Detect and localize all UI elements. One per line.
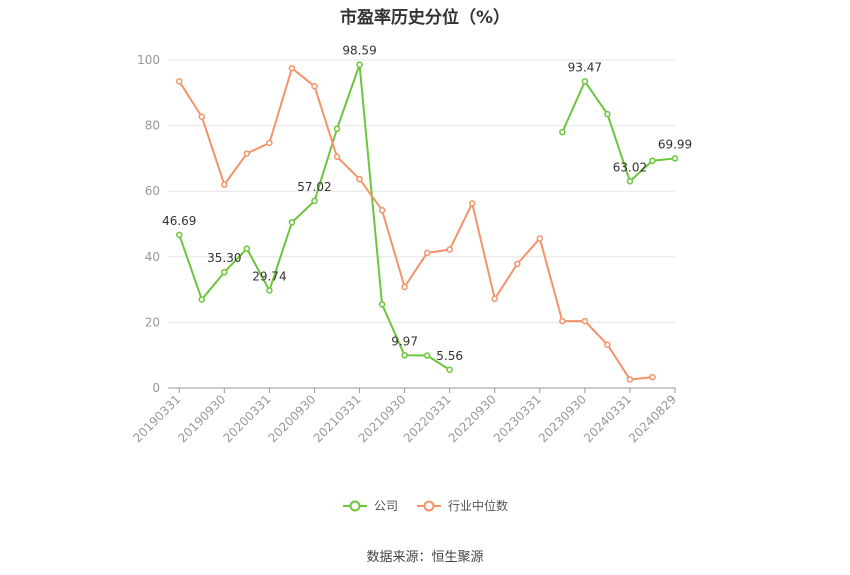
x-tick-label: 20220930 bbox=[446, 392, 499, 445]
data-label: 46.69 bbox=[162, 214, 196, 228]
y-tick-label: 40 bbox=[145, 250, 160, 264]
x-tick-label: 20230331 bbox=[491, 392, 544, 445]
y-tick-label: 80 bbox=[145, 119, 160, 133]
data-point-1 bbox=[604, 341, 611, 348]
data-point-0 bbox=[356, 61, 363, 68]
data-source: 数据来源：恒生聚源 bbox=[366, 550, 484, 565]
legend-marker-industry bbox=[417, 500, 441, 511]
data-point-0 bbox=[604, 110, 611, 118]
data-labels: 46.69 35.30 29.74 57.02 98.59 9.97 5.56 93.47 63… bbox=[162, 44, 692, 363]
data-point-0 bbox=[626, 178, 634, 185]
x-tick-label: 20200331 bbox=[220, 392, 273, 445]
data-point-0 bbox=[221, 268, 228, 276]
legend: 公司 行业中位数 bbox=[0, 497, 850, 514]
data-point-1 bbox=[468, 200, 476, 207]
x-tick-label: 20190930 bbox=[175, 392, 228, 445]
data-point-1 bbox=[198, 113, 206, 120]
series-line-0 bbox=[561, 80, 676, 183]
data-point-0 bbox=[378, 301, 386, 308]
legend-item-industry[interactable]: 行业中位数 bbox=[416, 497, 508, 514]
legend-marker-company bbox=[342, 500, 367, 511]
data-point-1 bbox=[536, 235, 544, 242]
data-label: 69.99 bbox=[658, 137, 692, 151]
data-point-0 bbox=[266, 287, 273, 294]
data-point-1 bbox=[311, 82, 318, 90]
data-point-0 bbox=[559, 128, 566, 136]
data-point-1 bbox=[626, 376, 634, 383]
y-tick-label: 100 bbox=[137, 53, 160, 67]
data-point-0 bbox=[423, 352, 431, 359]
grid-lines bbox=[168, 59, 675, 323]
y-tick-label: 20 bbox=[145, 315, 160, 329]
y-tick-label: 0 bbox=[152, 381, 160, 395]
data-point-1 bbox=[333, 153, 341, 161]
data-point-0 bbox=[671, 155, 679, 162]
data-point-0 bbox=[401, 352, 408, 359]
data-point-1 bbox=[378, 206, 386, 214]
data-point-1 bbox=[559, 317, 566, 325]
data-label: 98.59 bbox=[342, 44, 376, 58]
x-tick-label: 20190331 bbox=[130, 392, 183, 445]
legend-label-company: 公司 bbox=[373, 499, 398, 513]
data-label: 93.47 bbox=[568, 60, 602, 74]
data-point-1 bbox=[491, 295, 498, 303]
data-label: 5.56 bbox=[436, 349, 463, 363]
data-point-1 bbox=[401, 283, 408, 291]
legend-label-industry: 行业中位数 bbox=[448, 499, 509, 513]
x-tick-label: 20200930 bbox=[265, 392, 318, 445]
data-point-0 bbox=[333, 125, 341, 133]
data-point-0 bbox=[311, 197, 318, 205]
data-point-0 bbox=[649, 157, 656, 164]
data-point-0 bbox=[243, 245, 251, 252]
data-point-1 bbox=[514, 260, 521, 268]
chart-title: 市盈率历史分位（%） bbox=[339, 8, 511, 28]
data-point-1 bbox=[356, 175, 363, 183]
data-point-1 bbox=[221, 181, 228, 188]
x-tick-label: 20210930 bbox=[356, 392, 409, 445]
series-line-0 bbox=[178, 63, 451, 371]
axes: 0 20 40 60 80 100 2019033120190930202003312020… bbox=[130, 53, 679, 445]
legend-item-company[interactable]: 公司 bbox=[342, 497, 398, 514]
x-tick-label: 20210331 bbox=[311, 392, 364, 445]
x-tick-label: 20230930 bbox=[536, 392, 589, 445]
x-tick-label: 20240331 bbox=[581, 392, 634, 445]
data-point-1 bbox=[243, 150, 251, 157]
data-point-1 bbox=[446, 246, 453, 253]
series-lines bbox=[176, 61, 679, 383]
series-line-1 bbox=[178, 67, 653, 381]
data-point-1 bbox=[423, 249, 431, 257]
data-point-0 bbox=[176, 231, 183, 239]
x-tick-label: 20240829 bbox=[626, 392, 679, 445]
data-point-1 bbox=[581, 317, 589, 325]
data-point-0 bbox=[446, 366, 453, 374]
data-point-0 bbox=[288, 219, 296, 226]
data-point-1 bbox=[649, 373, 656, 381]
x-tick-label: 20220331 bbox=[401, 392, 454, 445]
data-point-1 bbox=[176, 78, 183, 85]
data-label: 35.30 bbox=[207, 251, 241, 265]
data-label: 63.02 bbox=[613, 160, 647, 174]
y-tick-label: 60 bbox=[145, 184, 160, 198]
data-label: 57.02 bbox=[297, 180, 331, 194]
data-label: 29.74 bbox=[252, 269, 286, 283]
data-point-0 bbox=[581, 78, 589, 85]
data-label: 9.97 bbox=[391, 334, 418, 348]
data-point-1 bbox=[288, 64, 296, 72]
data-point-0 bbox=[198, 296, 206, 303]
data-point-1 bbox=[266, 139, 273, 147]
